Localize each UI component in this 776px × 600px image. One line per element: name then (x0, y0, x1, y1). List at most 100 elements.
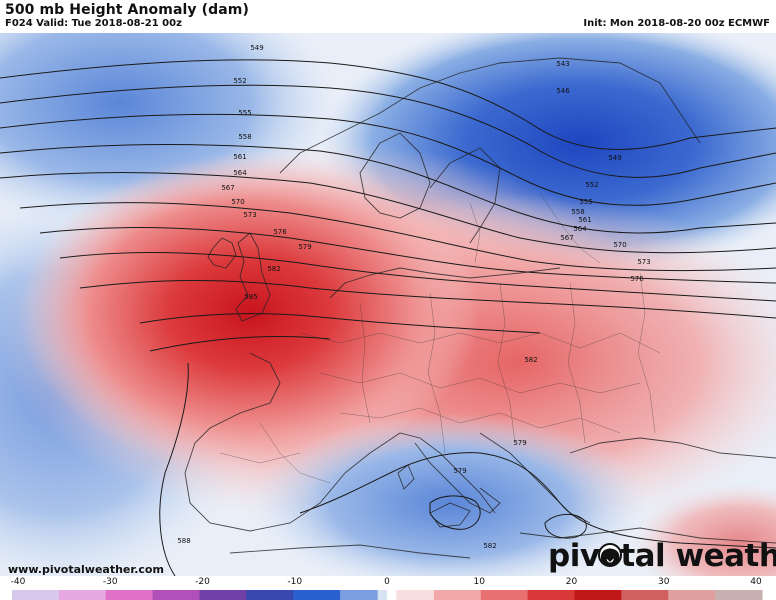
contour-label: 546 (556, 87, 570, 95)
colorbar-tick-label: 40 (750, 577, 762, 587)
colorbar-tick-label: 10 (473, 577, 485, 587)
contour-label: 588 (177, 537, 190, 545)
anomaly-british-isles-high (20, 153, 480, 473)
colorbar-swatch (30, 590, 41, 600)
contour-label: 549 (250, 44, 263, 52)
colorbar-swatch (724, 590, 735, 600)
colorbar (12, 590, 763, 600)
height-contours (0, 59, 776, 576)
contour-label: 573 (243, 211, 256, 219)
colorbar-swatch (555, 590, 566, 600)
valid-time: F024 Valid: Tue 2018-08-21 00z (5, 18, 182, 29)
colorbar-swatch (330, 590, 341, 600)
colorbar-swatch (77, 590, 88, 600)
colorbar-swatch (499, 590, 510, 600)
colorbar-swatch (387, 590, 397, 600)
colorbar-swatch (621, 590, 632, 600)
colorbar-swatch (208, 590, 219, 600)
pivotal-logo-icon (598, 543, 622, 567)
colorbar-swatch (433, 590, 444, 600)
colorbar-swatch (452, 590, 463, 600)
contour-label: 576 (273, 228, 287, 236)
colorbar-swatch (255, 590, 266, 600)
colorbar-swatch (133, 590, 144, 600)
colorbar-swatch (340, 590, 350, 600)
contour-label: 567 (221, 184, 234, 192)
colorbar-swatch (115, 590, 125, 600)
contour-label: 558 (238, 133, 251, 141)
colorbar-swatch (546, 590, 557, 600)
colorbar-swatch (237, 590, 247, 600)
colorbar-tick-label: 30 (658, 577, 670, 587)
colorbar-swatch (321, 590, 332, 600)
colorbar-swatch (49, 590, 60, 600)
anomaly-map: 549 552 555 558 561 564 567 570 573 576 579 582 585 5… (0, 33, 776, 576)
contour-label: 543 (556, 60, 569, 68)
colorbar-swatch (58, 590, 69, 600)
contour-label: 570 (231, 198, 244, 206)
colorbar-swatch (40, 590, 50, 600)
colorbar-swatch (218, 590, 229, 600)
colorbar-swatch (752, 590, 763, 600)
colorbar-swatch (293, 590, 304, 600)
colorbar-swatch (649, 590, 660, 600)
contour-label: 582 (267, 265, 280, 273)
colorbar-swatch (312, 590, 322, 600)
contour-label: 549 (608, 154, 621, 162)
colorbar-swatch (162, 590, 172, 600)
colorbar-ticks: -40 -30 -20 -10 0 10 20 30 40 (0, 576, 776, 590)
colorbar-swatch (583, 590, 594, 600)
anomaly-middle-east (630, 483, 776, 576)
colorbar-swatch (593, 590, 604, 600)
colorbar-swatch (368, 590, 379, 600)
anomaly-mediterranean-low (250, 413, 650, 576)
contour-labels: 5495525555585615645675705735765795825855… (177, 44, 650, 550)
contour-label: 579 (453, 467, 466, 475)
colorbar-swatch (518, 590, 529, 600)
colorbar-swatch (152, 590, 163, 600)
map-title: 500 mb Height Anomaly (dam) (5, 2, 249, 18)
colorbar-swatch (105, 590, 116, 600)
contour-label: 585 (244, 293, 257, 301)
colorbar-swatch (640, 590, 650, 600)
colorbar-swatch (405, 590, 416, 600)
contour-label: 564 (233, 169, 247, 177)
colorbar-swatch (143, 590, 154, 600)
country-borders (219, 192, 661, 484)
init-time: Init: Mon 2018-08-20 00z ECMWF (583, 18, 770, 29)
colorbar-swatch (668, 590, 679, 600)
colorbar-swatch (302, 590, 313, 600)
colorbar-tick-label: -40 (10, 577, 26, 587)
contour-label: 582 (483, 542, 496, 550)
colorbar-swatch (705, 590, 716, 600)
colorbar-swatch (677, 590, 688, 600)
colorbar-swatch (480, 590, 491, 600)
colorbar-swatch (658, 590, 669, 600)
contour-label: 579 (513, 439, 526, 447)
colorbar-swatch (96, 590, 107, 600)
colorbar-swatch (377, 590, 388, 600)
colorbar-swatch (124, 590, 135, 600)
colorbar-swatch (274, 590, 285, 600)
colorbar-swatch (424, 590, 435, 600)
colorbar-swatch (396, 590, 407, 600)
colorbar-swatch (471, 590, 482, 600)
colorbar-swatch (443, 590, 454, 600)
contour-label: 582 (524, 356, 537, 364)
contour-label: 558 (571, 208, 584, 216)
colorbar-swatch (715, 590, 725, 600)
colorbar-swatch (349, 590, 360, 600)
brand-logo: pivotal weather (548, 538, 776, 574)
colorbar-swatch (180, 590, 191, 600)
colorbar-swatch (227, 590, 238, 600)
contour-label: 555 (238, 109, 251, 117)
colorbar-swatch (68, 590, 79, 600)
colorbar-swatch (630, 590, 641, 600)
website-url[interactable]: www.pivotalweather.com (8, 563, 164, 576)
colorbar-swatch (612, 590, 622, 600)
colorbar-swatch (743, 590, 754, 600)
colorbar-swatch (21, 590, 32, 600)
colorbar-swatch (246, 590, 257, 600)
colorbar-swatch (199, 590, 210, 600)
